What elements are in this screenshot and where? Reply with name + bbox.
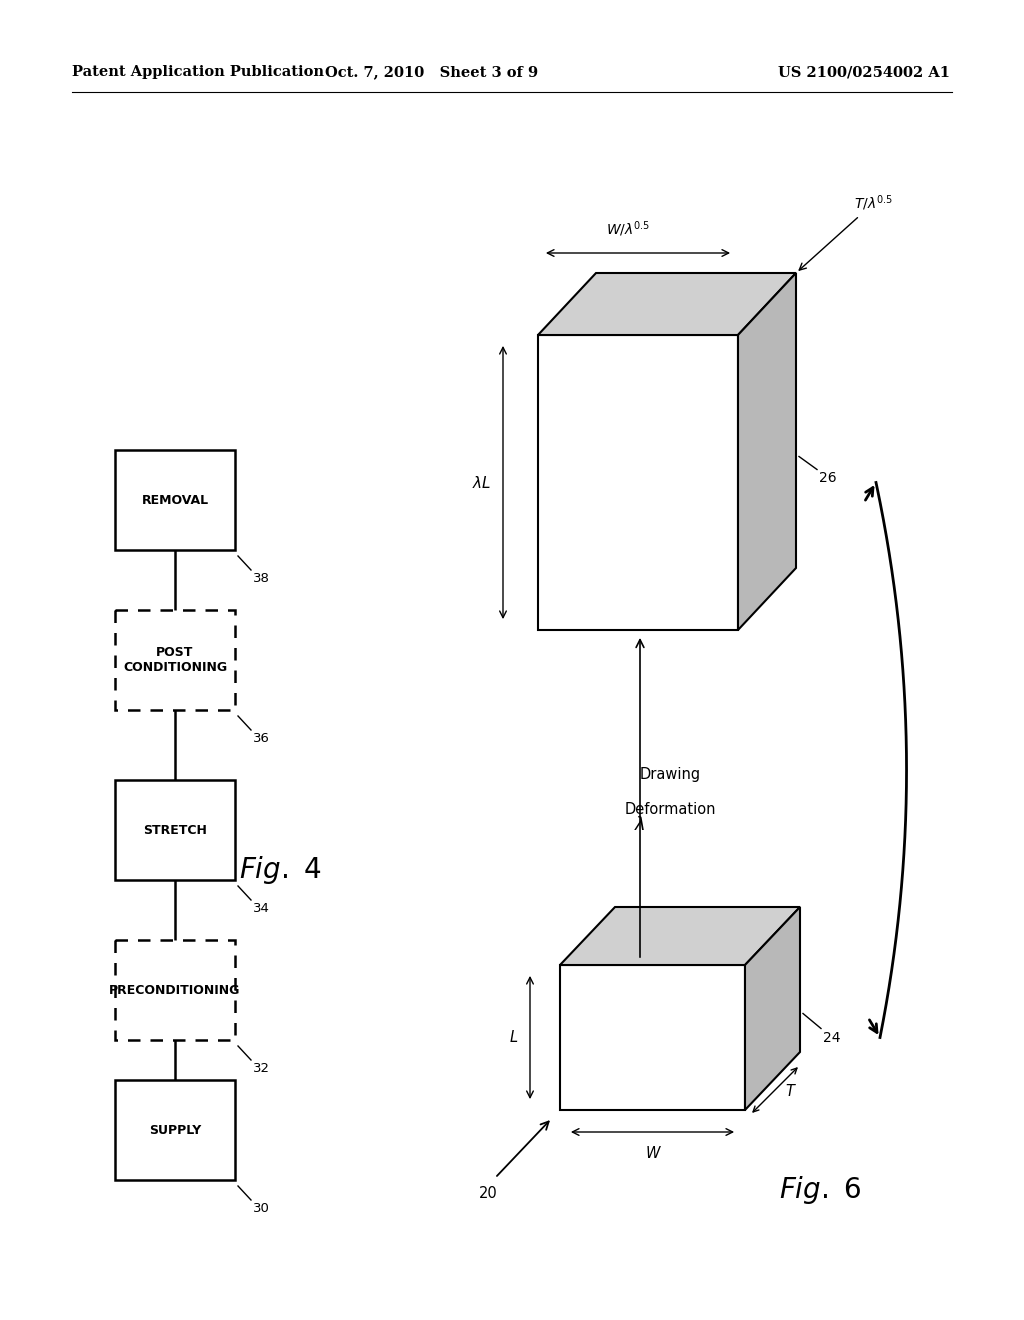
Text: 36: 36 bbox=[253, 733, 270, 744]
Text: Oct. 7, 2010   Sheet 3 of 9: Oct. 7, 2010 Sheet 3 of 9 bbox=[326, 65, 539, 79]
Bar bbox=[115, 610, 234, 710]
Text: 38: 38 bbox=[253, 572, 270, 585]
Text: $\lambda L$: $\lambda L$ bbox=[472, 474, 490, 491]
Text: T: T bbox=[785, 1084, 795, 1098]
Text: $T/\lambda^{0.5}$: $T/\lambda^{0.5}$ bbox=[799, 194, 893, 271]
Text: 30: 30 bbox=[253, 1203, 270, 1214]
Text: 26: 26 bbox=[819, 471, 837, 486]
Text: 34: 34 bbox=[253, 902, 270, 915]
Bar bbox=[115, 940, 234, 1040]
Text: US 2100/0254002 A1: US 2100/0254002 A1 bbox=[778, 65, 950, 79]
Text: L: L bbox=[510, 1030, 518, 1045]
Polygon shape bbox=[560, 965, 745, 1110]
Text: SUPPLY: SUPPLY bbox=[148, 1123, 201, 1137]
Text: $W/\lambda^{0.5}$: $W/\lambda^{0.5}$ bbox=[606, 219, 650, 239]
Text: Drawing: Drawing bbox=[639, 767, 700, 783]
Text: Patent Application Publication: Patent Application Publication bbox=[72, 65, 324, 79]
Text: $\mathit{Fig.\ 6}$: $\mathit{Fig.\ 6}$ bbox=[779, 1173, 861, 1206]
Text: 20: 20 bbox=[478, 1185, 498, 1201]
Text: REMOVAL: REMOVAL bbox=[141, 494, 209, 507]
Text: 32: 32 bbox=[253, 1063, 270, 1074]
Bar bbox=[115, 450, 234, 550]
Bar bbox=[115, 780, 234, 880]
Text: 24: 24 bbox=[823, 1031, 841, 1044]
Polygon shape bbox=[538, 335, 738, 630]
Polygon shape bbox=[560, 907, 800, 965]
Polygon shape bbox=[538, 273, 796, 335]
Bar bbox=[115, 1080, 234, 1180]
Polygon shape bbox=[745, 907, 800, 1110]
Text: W: W bbox=[645, 1146, 659, 1162]
Text: $\lambda$: $\lambda$ bbox=[634, 817, 646, 834]
Polygon shape bbox=[738, 273, 796, 630]
Text: PRECONDITIONING: PRECONDITIONING bbox=[110, 983, 241, 997]
Text: POST
CONDITIONING: POST CONDITIONING bbox=[123, 645, 227, 675]
Text: Deformation: Deformation bbox=[625, 803, 716, 817]
Text: STRETCH: STRETCH bbox=[143, 824, 207, 837]
Text: $\mathit{Fig.\ 4}$: $\mathit{Fig.\ 4}$ bbox=[239, 854, 322, 886]
